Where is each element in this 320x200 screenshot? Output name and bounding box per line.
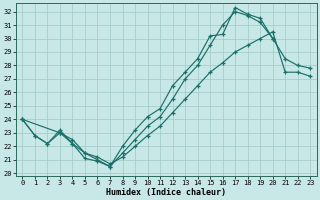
- X-axis label: Humidex (Indice chaleur): Humidex (Indice chaleur): [106, 188, 226, 197]
